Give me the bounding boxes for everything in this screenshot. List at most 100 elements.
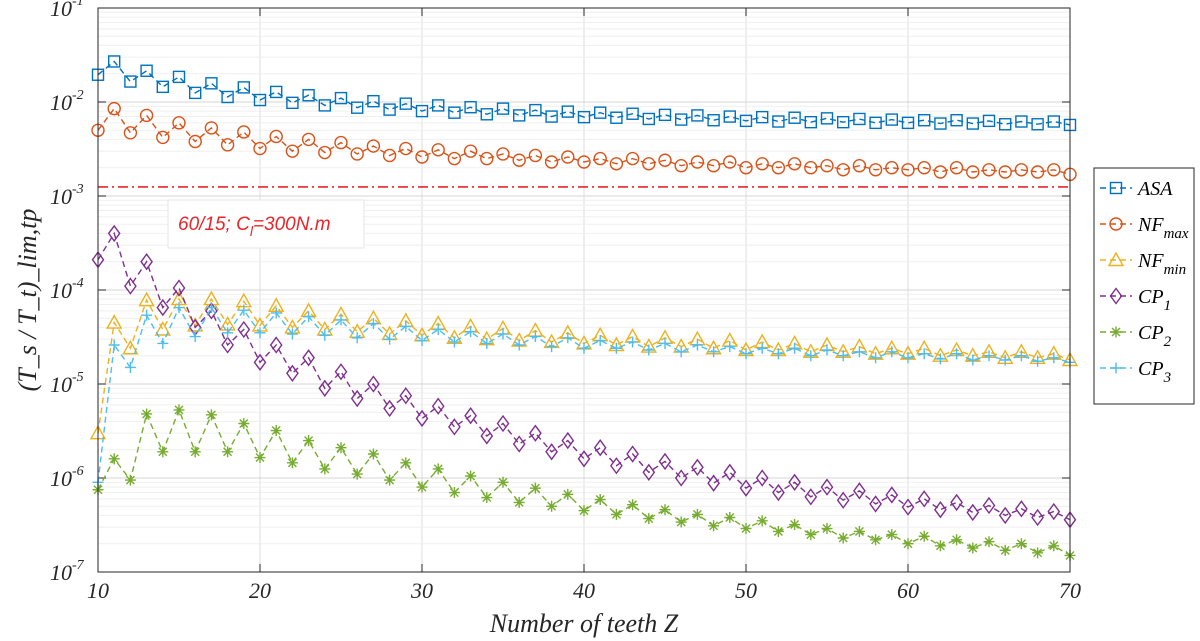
legend-marker-asa — [1109, 181, 1123, 195]
data-point-asa — [270, 85, 283, 99]
data-point-cp3 — [157, 337, 169, 349]
data-point-asa — [691, 109, 704, 122]
data-point-nfmax — [561, 150, 575, 164]
data-point-cp3 — [902, 352, 914, 364]
data-point-asa — [172, 70, 186, 84]
legend-label-sub: min — [1164, 262, 1187, 278]
data-point-asa — [594, 106, 607, 119]
x-tick-label: 40 — [573, 578, 595, 603]
legend-label-main: ASA — [1136, 178, 1173, 200]
data-point-cp3 — [610, 342, 622, 354]
data-point-nfmax — [301, 132, 316, 147]
data-point-nfmax — [253, 141, 267, 156]
data-point-cp2 — [416, 481, 428, 493]
data-point-cp3 — [934, 353, 946, 365]
data-point-cp1 — [415, 409, 429, 428]
y-tick-label-base: 10 — [50, 372, 72, 397]
data-point-cp1 — [205, 302, 218, 320]
data-point-asa — [1047, 115, 1061, 128]
data-point-cp3 — [627, 336, 639, 348]
data-point-asa — [351, 101, 364, 114]
legend-marker-cp1 — [1109, 287, 1123, 305]
data-point-cp1 — [431, 397, 445, 415]
y-tick-label: 10-6 — [50, 464, 84, 491]
data-point-asa — [642, 112, 655, 126]
y-tick-label-base: 10 — [50, 0, 72, 21]
y-tick-label-exp: -5 — [72, 370, 84, 385]
data-point-nfmax — [382, 148, 397, 163]
data-point-nfmax — [237, 125, 251, 139]
plot-frame — [97, 7, 1071, 573]
data-point-cp1 — [448, 418, 461, 436]
data-point-cp3 — [821, 344, 833, 356]
data-point-nfmax — [220, 138, 235, 152]
data-point-cp3 — [270, 307, 282, 319]
legend-label-asa: ASA — [1136, 178, 1173, 200]
data-point-nfmax — [609, 157, 624, 171]
data-point-cp1 — [820, 478, 834, 496]
data-point-nfmax — [739, 161, 753, 175]
data-point-nfmax — [674, 159, 688, 173]
data-point-cp3 — [319, 329, 331, 341]
data-point-nfmax — [625, 151, 640, 166]
data-point-cp2 — [870, 534, 882, 546]
data-point-asa — [982, 114, 996, 128]
data-point-asa — [124, 75, 137, 88]
data-point-cp2 — [351, 468, 363, 480]
data-point-cp2 — [513, 496, 525, 508]
data-point-cp3 — [1032, 355, 1044, 367]
data-point-cp1 — [302, 349, 315, 367]
data-point-cp2 — [286, 457, 298, 469]
data-point-nfmax — [949, 161, 964, 175]
data-point-cp1 — [917, 490, 931, 508]
data-point-cp1 — [707, 474, 720, 492]
data-point-nfmax — [998, 165, 1012, 179]
data-point-asa — [577, 110, 591, 124]
data-point-cp3 — [205, 302, 217, 314]
data-point-cp1 — [788, 473, 801, 491]
data-point-cp2 — [319, 463, 331, 475]
data-point-cp1 — [1031, 508, 1044, 527]
data-point-cp2 — [821, 523, 833, 535]
data-point-cp2 — [789, 519, 801, 531]
data-point-asa — [1015, 115, 1028, 128]
data-point-nfmax — [690, 155, 705, 169]
data-point-nfmax — [123, 126, 138, 140]
data-point-cp2 — [384, 474, 396, 486]
data-point-cp3 — [967, 354, 979, 366]
data-point-asa — [756, 110, 769, 124]
data-point-cp1 — [642, 463, 656, 481]
data-point-nfmin — [122, 339, 139, 355]
legend-marker-cp3 — [1110, 362, 1122, 374]
x-tick-label: 10 — [87, 578, 109, 603]
data-point-asa — [999, 118, 1012, 131]
data-point-nfmax — [156, 130, 170, 145]
data-point-cp1 — [496, 414, 510, 433]
data-point-cp2 — [335, 442, 347, 454]
data-point-cp1 — [545, 443, 558, 461]
y-tick-label-exp: -3 — [72, 182, 84, 197]
data-point-cp1 — [464, 407, 477, 425]
legend-item-cp1: CP1 — [1100, 286, 1171, 314]
data-point-cp2 — [772, 525, 784, 537]
data-point-asa — [367, 94, 380, 108]
data-point-asa — [804, 115, 817, 129]
data-point-cp2 — [659, 504, 671, 516]
data-point-cp3 — [837, 350, 849, 362]
data-point-cp1 — [853, 482, 866, 500]
data-point-cp3 — [772, 348, 784, 360]
data-point-nfmax — [1047, 163, 1061, 177]
data-point-cp3 — [886, 346, 898, 358]
legend-label-main: NF — [1137, 250, 1164, 272]
legend-label-sub: 1 — [1164, 298, 1172, 314]
data-point-nfmin — [138, 291, 155, 307]
data-point-nfmax — [496, 147, 510, 161]
data-point-asa — [188, 86, 202, 100]
annotation-text-sub: l — [250, 223, 254, 239]
legend-marker-cp2 — [1110, 326, 1122, 338]
data-point-cp2 — [675, 516, 687, 528]
data-point-cp2 — [999, 544, 1011, 556]
data-point-cp3 — [853, 346, 865, 358]
data-point-cp2 — [141, 408, 153, 420]
data-point-nfmax — [172, 116, 186, 130]
